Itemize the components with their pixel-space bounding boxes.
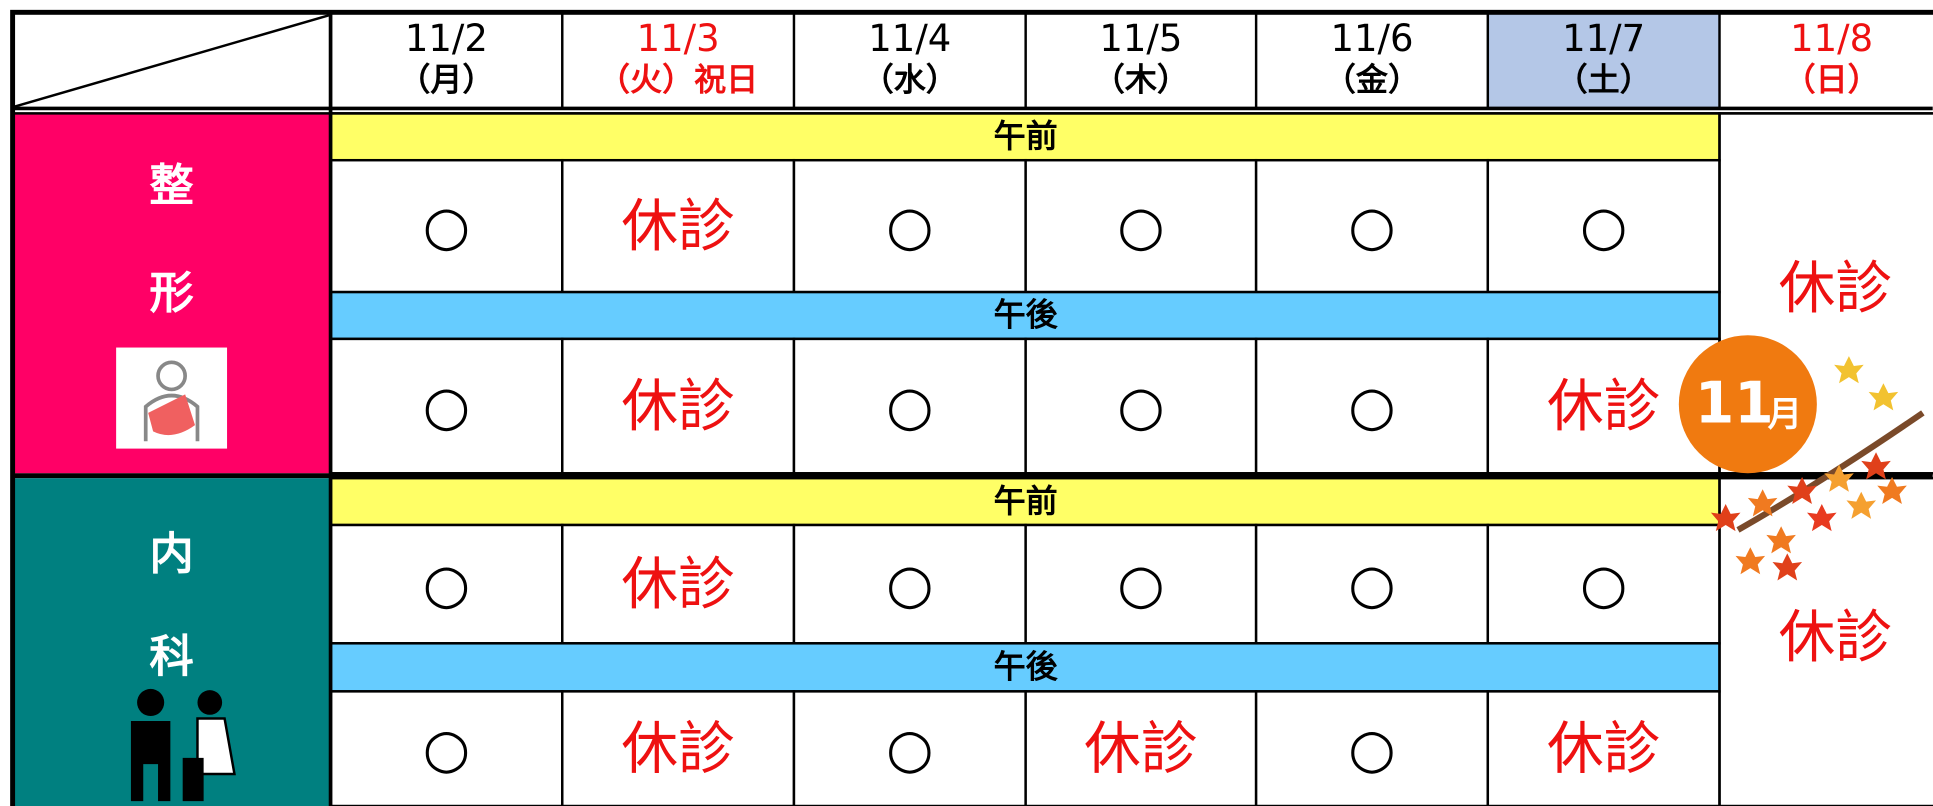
cell-status: ○	[886, 717, 933, 780]
cell	[329, 337, 564, 475]
cell	[1486, 158, 1721, 294]
autumn-decoration: 11月	[1678, 335, 1925, 581]
department-name: 科	[149, 631, 193, 682]
doctor-legs	[182, 757, 204, 802]
weekday: （日）	[1784, 60, 1880, 98]
cell	[1254, 690, 1490, 806]
cell-status: ○	[423, 553, 470, 616]
leaf	[1834, 356, 1864, 384]
cell-status: ○	[1580, 194, 1627, 257]
department-name: 整	[149, 161, 193, 212]
weekday: （月）	[398, 60, 494, 98]
department-name: 形	[149, 268, 193, 319]
date: 11/3	[637, 17, 720, 60]
department-cell	[12, 478, 331, 806]
session-label: 午後	[994, 648, 1059, 686]
diagonal	[12, 13, 331, 109]
session-label: 午前	[994, 482, 1058, 520]
cell	[1486, 690, 1721, 806]
cell-status: ○	[1348, 374, 1395, 437]
cell	[1254, 158, 1490, 294]
leaf	[1846, 491, 1877, 519]
sunday-status: 休診	[1779, 256, 1892, 322]
outer-border	[10, 9, 1933, 806]
cell	[561, 690, 796, 806]
date: 11/8	[1790, 17, 1873, 60]
cell	[1486, 523, 1721, 645]
cell-status: ○	[423, 717, 470, 780]
session-label: 午前	[994, 117, 1058, 155]
cell-status: ○	[423, 374, 470, 437]
cell-status: ○	[1117, 553, 1164, 616]
doctor-coat	[196, 717, 236, 776]
weekday: （火）祝日	[598, 60, 758, 98]
icon-sling	[148, 394, 196, 436]
leaf	[1877, 476, 1907, 505]
saturday-bg	[1487, 12, 1720, 109]
cell-status: 休診	[1084, 716, 1197, 782]
internal-icon	[130, 688, 236, 802]
weekday: （水）	[862, 60, 958, 98]
cell-status: 休診	[621, 716, 734, 782]
cell-status: ○	[1117, 194, 1164, 257]
cell	[792, 690, 1027, 806]
cell-status: ○	[1348, 553, 1395, 616]
cell	[792, 337, 1027, 475]
badge-unit: 月	[1768, 395, 1803, 435]
patient-body	[130, 720, 171, 802]
date: 11/5	[1099, 17, 1182, 60]
date: 11/4	[868, 17, 951, 60]
patient-head	[137, 688, 165, 717]
date: 11/2	[405, 17, 488, 60]
date: 11/6	[1330, 17, 1413, 60]
leaf	[1747, 489, 1778, 517]
leaf	[1772, 553, 1803, 581]
doctor-head	[197, 690, 223, 715]
cell	[1024, 337, 1258, 475]
icon-head	[156, 360, 187, 392]
cell	[792, 158, 1027, 294]
weekday: （木）	[1093, 60, 1189, 98]
weekday: （土）	[1556, 60, 1652, 98]
cell-status: ○	[886, 194, 933, 257]
leaf	[1868, 383, 1899, 411]
cell-status: ○	[1348, 717, 1395, 780]
cell	[561, 337, 796, 475]
orthopedic-icon	[116, 347, 228, 449]
cell-status: 休診	[621, 373, 734, 439]
session-label: 午後	[994, 296, 1059, 334]
cell-status: 休診	[1547, 716, 1660, 782]
leaf	[1735, 547, 1766, 575]
leaf	[1807, 504, 1837, 532]
leaf	[1824, 464, 1854, 492]
badge-number: 11	[1695, 370, 1774, 436]
cell-status: 休診	[621, 193, 734, 259]
cell	[329, 523, 564, 645]
cell-status: ○	[423, 194, 470, 257]
leaf	[1861, 452, 1891, 480]
leaf	[1787, 476, 1817, 505]
cell-status: ○	[1348, 194, 1395, 257]
icon-body	[143, 393, 200, 442]
department-name: 内	[149, 529, 193, 580]
cell	[1024, 158, 1258, 294]
date: 11/7	[1562, 17, 1645, 60]
cell-status: ○	[1117, 374, 1164, 437]
cell-status: 休診	[1547, 373, 1660, 439]
cell	[1254, 337, 1490, 475]
leaf	[1710, 504, 1741, 532]
weekday: （金）	[1324, 60, 1420, 98]
cell-status: ○	[886, 553, 933, 616]
cell	[1024, 690, 1258, 806]
cell-status: ○	[886, 374, 933, 437]
cell-status: 休診	[621, 551, 734, 617]
leaf	[1766, 526, 1796, 554]
badge-circle	[1678, 335, 1817, 474]
cell-status: ○	[1580, 553, 1627, 616]
sunday-status: 休診	[1779, 604, 1892, 670]
